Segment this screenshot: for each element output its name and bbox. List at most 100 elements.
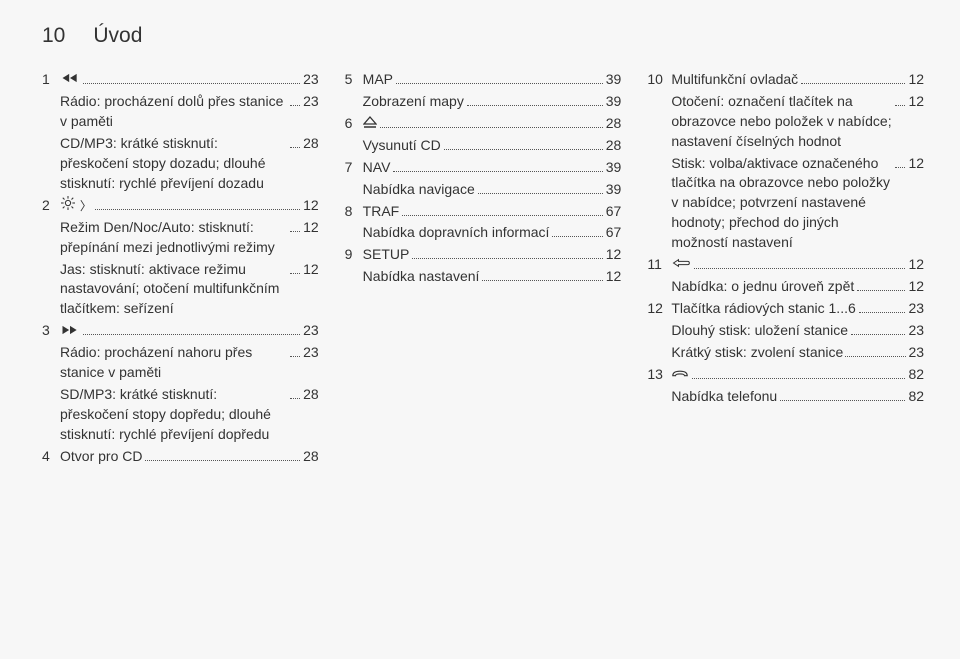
toc-subentry: Jas: stisknutí: aktivace režimu nastavov…: [42, 260, 319, 320]
entry-body: NAV39: [363, 158, 622, 178]
entry-body: Dlouhý stisk: uložení stanice23: [671, 321, 924, 341]
page-title: Úvod: [93, 24, 142, 48]
entry-line: CD/MP3: krátké stisknutí: přeskočení sto…: [60, 134, 319, 194]
toc-entry: 323: [42, 321, 319, 341]
entry-body: Nabídka nastavení12: [363, 267, 622, 287]
page-ref: 23: [908, 343, 924, 363]
subentry-text: Nabídka navigace: [363, 180, 475, 200]
leader-dots: [444, 137, 603, 150]
subentry-text: CD/MP3: krátké stisknutí: přeskočení sto…: [60, 134, 287, 194]
page-ref: 39: [606, 70, 622, 90]
subentry-text: Otočení: označení tlačítek na obrazovce …: [671, 92, 892, 152]
entry-body: Otočení: označení tlačítek na obrazovce …: [671, 92, 924, 152]
entry-number: 11: [647, 255, 671, 275]
entry-line: Dlouhý stisk: uložení stanice23: [671, 321, 924, 341]
column-3: 10Multifunkční ovladač12Otočení: označen…: [647, 70, 924, 469]
subentry-text: Dlouhý stisk: uložení stanice: [671, 321, 848, 341]
subentry-text: Nabídka nastavení: [363, 267, 480, 287]
entry-number: 4: [42, 447, 60, 467]
entry-number: 13: [647, 365, 671, 385]
subentry-text: Krátký stisk: zvolení stanice: [671, 343, 843, 363]
entry-body: Nabídka dopravních informací 67: [363, 223, 622, 243]
leader-dots: [851, 322, 905, 335]
entry-number: 10: [647, 70, 671, 90]
entry-label: TRAF: [363, 202, 400, 222]
rewind-icon: [60, 70, 80, 90]
entry-line: Otočení: označení tlačítek na obrazovce …: [671, 92, 924, 152]
subentry-text: Rádio: procházení dolů přes stanice v pa…: [60, 92, 287, 132]
entry-label: Tlačítka rádiových stanic 1...6: [671, 299, 855, 319]
entry-body: Tlačítka rádiových stanic 1...6 23: [671, 299, 924, 319]
page-header: 10 Úvod: [42, 24, 924, 48]
entry-line: 〉12: [60, 196, 319, 216]
phone-icon: [671, 365, 689, 385]
page-ref: 39: [606, 180, 622, 200]
entry-body: Nabídka: o jednu úroveň zpět12: [671, 277, 924, 297]
entry-number: 2: [42, 196, 60, 216]
subentry-text: Nabídka dopravních informací: [363, 223, 550, 243]
toc-entry: 7NAV39: [345, 158, 622, 178]
page-ref: 28: [606, 114, 622, 134]
entry-number: 5: [345, 70, 363, 90]
entry-body: Nabídka telefonu82: [671, 387, 924, 407]
leader-dots: [895, 93, 905, 106]
entry-body: MAP39: [363, 70, 622, 90]
leader-dots: [290, 135, 300, 148]
leader-dots: [290, 94, 300, 107]
entry-line: Nabídka telefonu82: [671, 387, 924, 407]
toc-subentry: Dlouhý stisk: uložení stanice23: [647, 321, 924, 341]
entry-body: Vysunutí CD 28: [363, 136, 622, 156]
entry-body: TRAF 67: [363, 202, 622, 222]
entry-line: Režim Den/Noc/Auto: stisknutí: přepínání…: [60, 218, 319, 258]
toc-subentry: CD/MP3: krátké stisknutí: přeskočení sto…: [42, 134, 319, 194]
subentry-text: Nabídka: o jednu úroveň zpět: [671, 277, 854, 297]
entry-body: 28: [363, 114, 622, 134]
leader-dots: [290, 345, 300, 358]
column-2: 5MAP39Zobrazení mapy39628Vysunutí CD287N…: [345, 70, 622, 469]
leader-dots: [859, 300, 906, 313]
leader-dots: [290, 219, 300, 232]
page-ref: 28: [303, 134, 319, 154]
toc-subentry: Zobrazení mapy39: [345, 92, 622, 112]
leader-dots: [290, 261, 300, 274]
fastforward-icon: [60, 321, 80, 341]
eject-icon: [363, 114, 377, 134]
toc-subentry: Nabídka nastavení12: [345, 267, 622, 287]
page-ref: 67: [606, 223, 622, 243]
entry-body: Rádio: procházení dolů přes stanice v pa…: [60, 92, 319, 132]
toc-subentry: Rádio: procházení nahoru přes stanice v …: [42, 343, 319, 383]
document-page: 10 Úvod 123Rádio: procházení dolů přes s…: [0, 0, 960, 493]
columns: 123Rádio: procházení dolů přes stanice v…: [42, 70, 924, 469]
entry-line: Zobrazení mapy39: [363, 92, 622, 112]
page-ref: 12: [908, 255, 924, 275]
page-ref: 82: [908, 365, 924, 385]
entry-label: SETUP: [363, 245, 410, 265]
entry-line: Otvor pro CD28: [60, 447, 319, 467]
page-ref: 28: [303, 385, 319, 405]
entry-line: TRAF 67: [363, 202, 622, 222]
page-number: 10: [42, 24, 65, 48]
toc-entry: 5MAP39: [345, 70, 622, 90]
entry-line: MAP39: [363, 70, 622, 90]
entry-line: 12: [671, 255, 924, 275]
subentry-text: Vysunutí CD: [363, 136, 441, 156]
page-ref: 23: [303, 321, 319, 341]
leader-dots: [380, 115, 603, 128]
page-ref: 67: [606, 202, 622, 222]
entry-body: SETUP12: [363, 245, 622, 265]
entry-body: 23: [60, 321, 319, 341]
entry-line: Rádio: procházení nahoru přes stanice v …: [60, 343, 319, 383]
page-ref: 23: [908, 299, 924, 319]
leader-dots: [145, 448, 300, 461]
entry-number: 12: [647, 299, 671, 319]
page-ref: 28: [606, 136, 622, 156]
leader-dots: [402, 203, 603, 216]
subentry-text: SD/MP3: krátké stisknutí: přeskočení sto…: [60, 385, 287, 445]
leader-dots: [482, 269, 602, 282]
entry-line: Nabídka navigace 39: [363, 180, 622, 200]
entry-number: 6: [345, 114, 363, 134]
leader-dots: [694, 256, 905, 269]
entry-line: 23: [60, 321, 319, 341]
subentry-text: Jas: stisknutí: aktivace režimu nastavov…: [60, 260, 287, 320]
page-ref: 23: [303, 92, 319, 112]
